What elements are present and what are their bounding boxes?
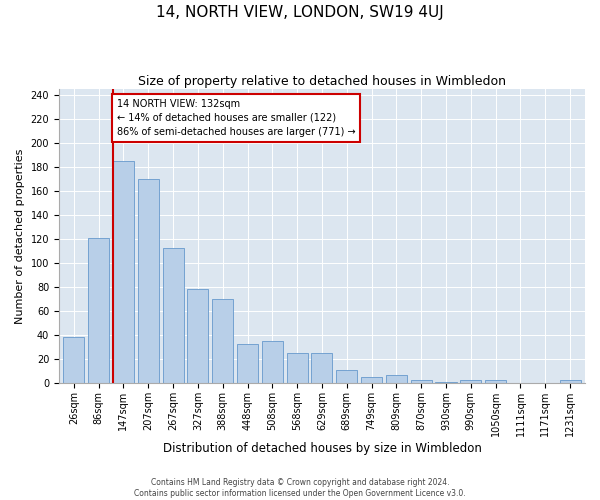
- Bar: [386, 375, 407, 384]
- Bar: [137, 179, 159, 384]
- Bar: [460, 380, 481, 384]
- Bar: [410, 380, 432, 384]
- Bar: [163, 248, 184, 384]
- Bar: [560, 380, 581, 384]
- Bar: [88, 238, 109, 384]
- Text: Contains HM Land Registry data © Crown copyright and database right 2024.
Contai: Contains HM Land Registry data © Crown c…: [134, 478, 466, 498]
- Bar: [113, 161, 134, 384]
- Bar: [485, 380, 506, 384]
- X-axis label: Distribution of detached houses by size in Wimbledon: Distribution of detached houses by size …: [163, 442, 481, 455]
- Y-axis label: Number of detached properties: Number of detached properties: [15, 148, 25, 324]
- Title: Size of property relative to detached houses in Wimbledon: Size of property relative to detached ho…: [138, 75, 506, 88]
- Bar: [187, 288, 208, 384]
- Bar: [436, 382, 457, 384]
- Bar: [262, 342, 283, 384]
- Bar: [287, 354, 308, 384]
- Bar: [336, 370, 358, 384]
- Bar: [311, 354, 332, 384]
- Bar: [237, 344, 258, 384]
- Bar: [212, 300, 233, 384]
- Text: 14, NORTH VIEW, LONDON, SW19 4UJ: 14, NORTH VIEW, LONDON, SW19 4UJ: [156, 5, 444, 20]
- Text: 14 NORTH VIEW: 132sqm
← 14% of detached houses are smaller (122)
86% of semi-det: 14 NORTH VIEW: 132sqm ← 14% of detached …: [116, 99, 355, 137]
- Bar: [361, 378, 382, 384]
- Bar: [63, 336, 85, 384]
